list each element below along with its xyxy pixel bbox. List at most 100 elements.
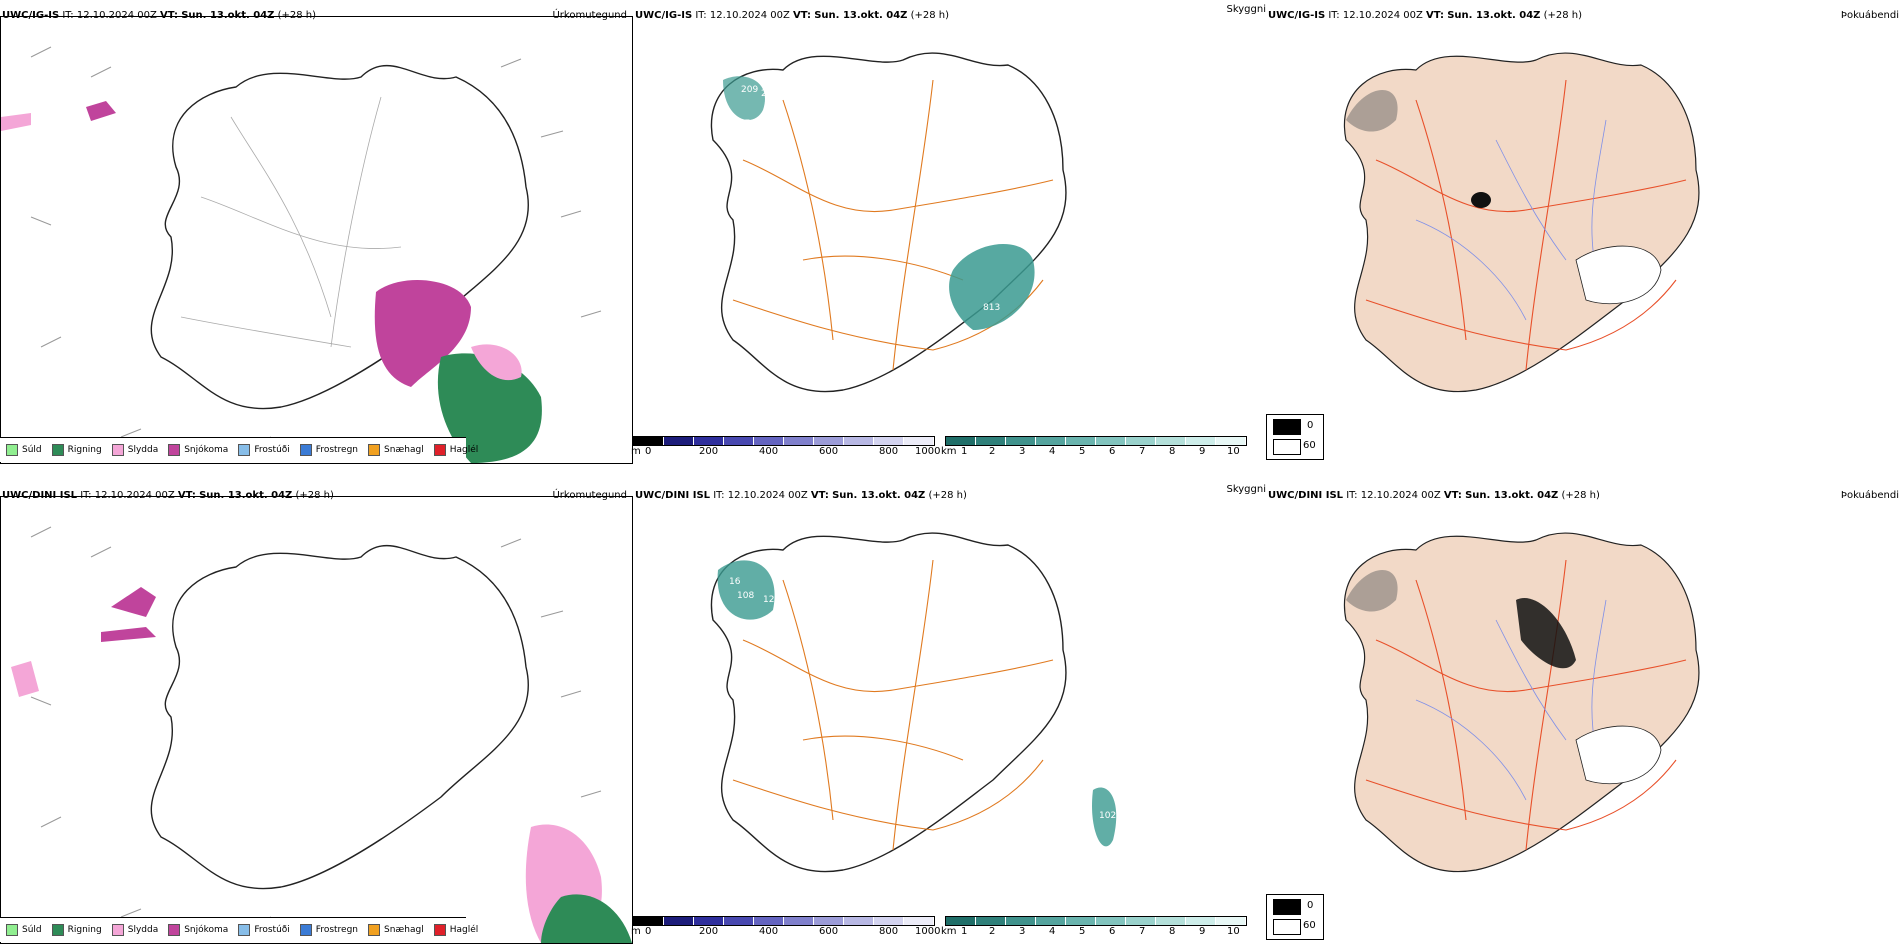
roads-grey [180,96,402,348]
iceland-coastline [710,532,1067,873]
glacier [1575,725,1662,785]
visibility-km-colorbar: km 1 2 3 4 5 6 7 8 9 10 [941,916,1255,946]
colorbar-tick: 1000 [915,446,941,457]
low-visibility-area-se [1092,787,1117,847]
colorbar-tick: 4 [1049,446,1056,457]
vis-label: 102 [1099,811,1116,821]
fog-index-legend: 0 60 [1266,414,1324,460]
colorbar-tick: 9 [1199,446,1206,457]
panel-fog-index-dini: UWC/DINI ISL IT: 12.10.2024 00Z VT: Sun.… [1266,480,1899,950]
colorbar-tick: 0 [645,926,652,937]
colorbar-strip [633,436,935,446]
colorbar-tick: 800 [879,446,899,457]
legend-item: Haglél [433,444,478,456]
legend-tick: 60 [1303,920,1316,931]
panel-header: UWC/IG-IS IT: 12.10.2024 00Z VT: Sun. 13… [1268,10,1583,21]
colorbar-tick: 5 [1079,446,1086,457]
legend-item: Frostúði [238,924,290,936]
colorbar-tick: 2 [989,446,996,457]
map-frame [0,16,633,464]
vis-label: 813 [983,303,1000,313]
visibility-km-colorbar: km 1 2 3 4 5 6 7 8 9 10 [941,436,1255,466]
vis-label: 316 [985,333,1002,343]
legend-item: Súld [6,924,42,936]
rain-area [437,353,542,463]
colorbar-tick: 200 [699,446,719,457]
legend-item: Slydda [111,924,158,936]
panel-title: Úrkomutegund [552,10,627,21]
legend-tick: 0 [1307,420,1314,431]
roads [1365,559,1687,851]
vis-label: 217 [761,89,778,99]
colorbar-tick: 600 [819,446,839,457]
legend-item: Snjókoma [168,924,228,936]
colorbar-tick: 800 [879,926,899,937]
colorbar-tick: 4 [1049,926,1056,937]
colorbar-tick: 400 [759,446,779,457]
legend-swatch [299,924,312,936]
colorbar-tick: 7 [1139,926,1146,937]
colorbar-unit: m [631,926,641,937]
iceland-land [1343,532,1700,873]
sleet-patch-w [11,661,39,697]
visibility-m-colorbar: m 0 200 400 600 800 1000 [631,436,953,466]
panel-fog-index-igis: UWC/IG-IS IT: 12.10.2024 00Z VT: Sun. 13… [1266,0,1899,470]
legend-swatch [1273,919,1301,935]
legend-item: Snjókoma [168,444,228,456]
colorbar-tick: 6 [1109,446,1116,457]
low-visibility-area-nw [717,560,775,620]
legend-swatch [1273,899,1301,915]
colorbar-unit: km [941,926,957,937]
legend-swatch [368,924,381,936]
legend-swatch [6,444,18,456]
panel-title: Skyggni [1226,4,1266,15]
colorbar-tick: 3 [1019,446,1026,457]
legend-item: Slydda [111,444,158,456]
legend-item: Haglél [433,924,478,936]
legend-swatch [168,924,181,936]
fog-index-legend: 0 60 [1266,894,1324,940]
wind-barbs [30,526,602,928]
low-visibility-area-se [949,243,1035,330]
panel-title: Þokuábendi [1840,490,1899,501]
colorbar-tick: 2 [989,926,996,937]
legend-swatch [111,444,124,456]
panel-header: UWC/DINI ISL IT: 12.10.2024 00Z VT: Sun.… [1268,490,1600,501]
legend-swatch [51,924,64,936]
panel-precip-type-dini: UWC/DINI ISL IT: 12.10.2024 00Z VT: Sun.… [0,480,633,950]
legend-tick: 0 [1307,900,1314,911]
legend-item: Rigning [51,924,102,936]
glacier [1575,245,1662,305]
legend-swatch [168,444,181,456]
colorbar-tick: 8 [1169,446,1176,457]
colorbar-strip [633,916,935,926]
legend-swatch [111,924,124,936]
colorbar-tick: 6 [1109,926,1116,937]
iceland-map [1343,52,1700,393]
roads [1365,79,1687,371]
iceland-map: 209 217 207 216 813 316 [710,52,1067,393]
colorbar-tick: 10 [1227,926,1240,937]
colorbar-strip [945,916,1247,926]
iceland-land [1343,52,1700,393]
snow-area [374,280,471,387]
vis-label: 16 [729,577,741,587]
panel-title: Þokuábendi [1840,10,1899,21]
iceland-coastline [150,65,529,410]
legend-swatch [238,444,251,456]
legend-swatch [433,444,446,456]
legend-item: Snæhagl [368,444,424,456]
panel-visibility-igis: UWC/IG-IS IT: 12.10.2024 00Z VT: Sun. 13… [631,0,1266,470]
legend-swatch [1273,439,1301,455]
iceland-map [11,526,632,943]
snow-area-nw [101,587,156,642]
panel-visibility-dini: UWC/DINI ISL IT: 12.10.2024 00Z VT: Sun.… [631,480,1266,950]
colorbar-unit: km [941,446,957,457]
legend-swatch [299,444,312,456]
panel-header: UWC/DINI ISL IT: 12.10.2024 00Z VT: Sun.… [635,490,967,501]
colorbar-tick: 3 [1019,926,1026,937]
legend-swatch [433,924,446,936]
fog-area-central [1516,598,1576,669]
colorbar-tick: 1 [961,446,968,457]
vis-label: 108 [737,591,754,601]
